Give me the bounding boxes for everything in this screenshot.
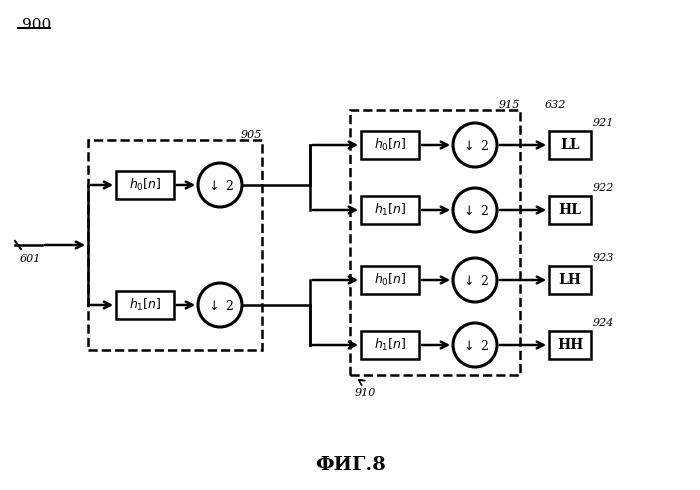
- FancyBboxPatch shape: [549, 196, 591, 224]
- FancyBboxPatch shape: [116, 171, 174, 199]
- Circle shape: [453, 123, 497, 167]
- Text: HL: HL: [559, 203, 582, 217]
- Text: $\downarrow$ 2: $\downarrow$ 2: [461, 204, 489, 218]
- Circle shape: [453, 323, 497, 367]
- Text: 905: 905: [241, 130, 262, 140]
- FancyBboxPatch shape: [361, 331, 419, 359]
- Text: $\downarrow$ 2: $\downarrow$ 2: [461, 139, 489, 153]
- FancyBboxPatch shape: [361, 131, 419, 159]
- FancyBboxPatch shape: [549, 331, 591, 359]
- FancyBboxPatch shape: [116, 291, 174, 319]
- Text: $\downarrow$ 2: $\downarrow$ 2: [461, 339, 489, 353]
- Text: 601: 601: [20, 254, 41, 264]
- Text: LL: LL: [560, 138, 580, 152]
- Circle shape: [198, 283, 242, 327]
- Bar: [88, 140, 262, 350]
- Text: $h_0[n]$: $h_0[n]$: [374, 272, 406, 288]
- Text: $h_0[n]$: $h_0[n]$: [374, 137, 406, 153]
- FancyBboxPatch shape: [361, 196, 419, 224]
- Text: 923: 923: [593, 253, 615, 263]
- Circle shape: [453, 188, 497, 232]
- FancyBboxPatch shape: [549, 131, 591, 159]
- Text: 900: 900: [22, 18, 51, 32]
- Text: $\downarrow$ 2: $\downarrow$ 2: [206, 299, 234, 313]
- Text: $\downarrow$ 2: $\downarrow$ 2: [206, 179, 234, 193]
- Text: 915: 915: [498, 100, 520, 110]
- FancyBboxPatch shape: [361, 266, 419, 294]
- Text: 922: 922: [593, 183, 615, 193]
- Circle shape: [198, 163, 242, 207]
- Text: LH: LH: [559, 273, 582, 287]
- Text: $h_1[n]$: $h_1[n]$: [129, 297, 161, 313]
- Text: 910: 910: [355, 388, 377, 398]
- Circle shape: [453, 258, 497, 302]
- Bar: [350, 110, 520, 375]
- Text: HH: HH: [557, 338, 583, 352]
- Text: $h_0[n]$: $h_0[n]$: [129, 177, 161, 193]
- Text: 921: 921: [593, 118, 615, 128]
- Text: 924: 924: [593, 318, 615, 328]
- FancyBboxPatch shape: [549, 266, 591, 294]
- Text: 632: 632: [545, 100, 566, 110]
- Text: $\downarrow$ 2: $\downarrow$ 2: [461, 274, 489, 288]
- Text: ФИГ.8: ФИГ.8: [314, 456, 386, 474]
- Text: $h_1[n]$: $h_1[n]$: [374, 337, 406, 353]
- Text: $h_1[n]$: $h_1[n]$: [374, 202, 406, 218]
